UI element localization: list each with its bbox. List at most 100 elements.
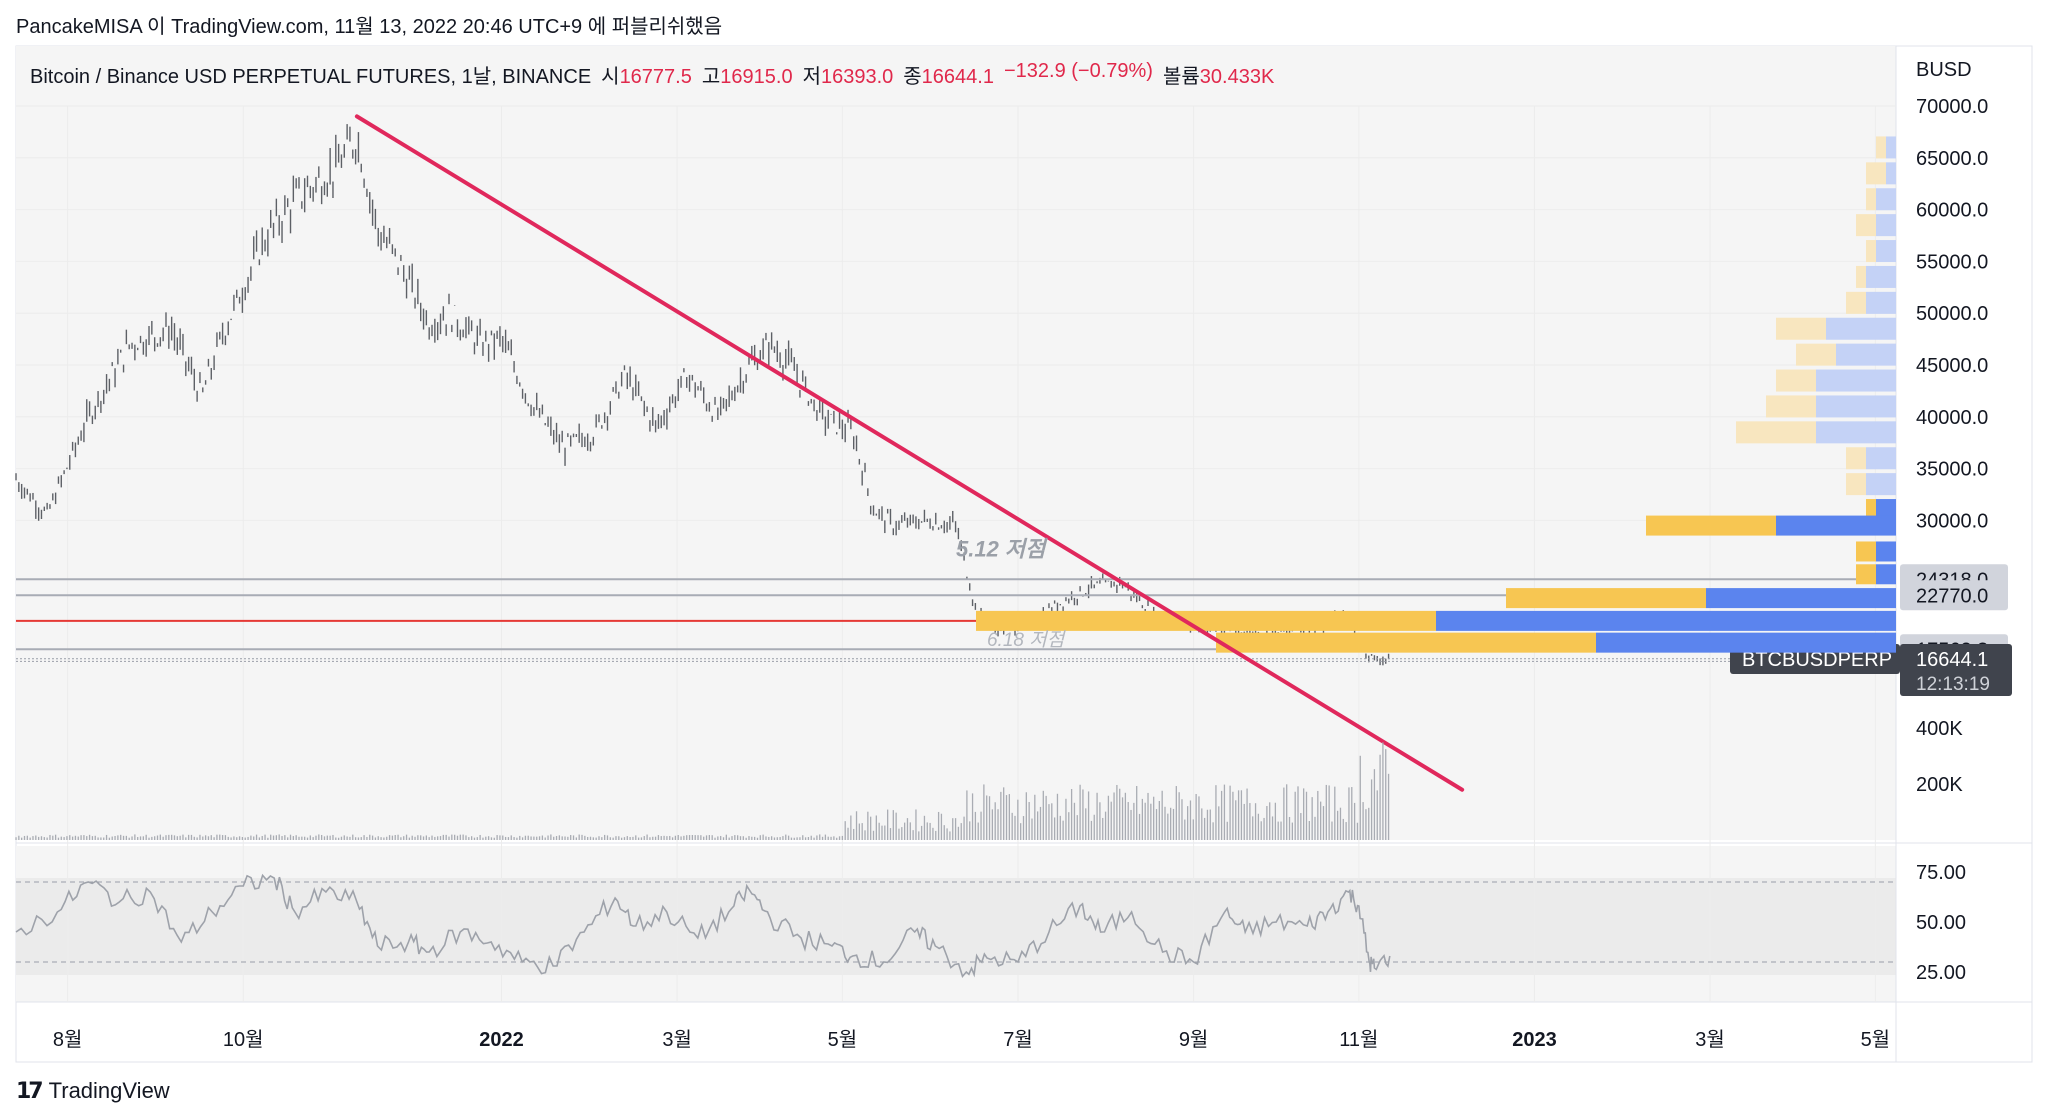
profile-bar-down bbox=[1866, 447, 1896, 470]
profile-bar-up bbox=[1846, 473, 1866, 496]
annotations: 5.12 저점 6.18 저점 bbox=[956, 537, 1067, 651]
price-tick-label: 70000.0 bbox=[1916, 96, 1988, 118]
time-tick-label: 9월 bbox=[1179, 1028, 1209, 1051]
profile-bar-down bbox=[1816, 369, 1896, 392]
profile-bar-up bbox=[1776, 369, 1816, 392]
volume-series bbox=[15, 742, 1390, 840]
price-tick-label: 35000.0 bbox=[1916, 459, 1988, 481]
profile-bar-down bbox=[1776, 515, 1896, 536]
profile-bar-up bbox=[1856, 265, 1866, 288]
trendline-group bbox=[354, 114, 1465, 792]
price-tick-label: 50000.0 bbox=[1916, 303, 1988, 325]
price-tick-label: 30000.0 bbox=[1916, 510, 1988, 532]
profile-bar-up bbox=[1646, 515, 1776, 536]
legend-open: 16777.5 bbox=[619, 66, 692, 88]
profile-bar-up bbox=[1796, 343, 1836, 366]
chart-legend: Bitcoin / Binance USD PERPETUAL FUTURES,… bbox=[30, 60, 1274, 89]
currency-label: BUSD bbox=[1916, 59, 1972, 81]
profile-bar-down bbox=[1596, 632, 1896, 653]
symbol-tag: BTCBUSDPERP bbox=[1742, 649, 1892, 671]
profile-bar-down bbox=[1876, 240, 1896, 263]
time-tick-label: 2022 bbox=[479, 1029, 524, 1051]
profile-bar-down bbox=[1876, 564, 1896, 585]
profile-bar-up bbox=[1866, 240, 1876, 263]
profile-bar-up bbox=[1846, 291, 1866, 314]
profile-bar-down bbox=[1876, 541, 1896, 562]
legend-volume-label: 볼륨 bbox=[1162, 66, 1200, 88]
legend-low: 16393.0 bbox=[820, 66, 894, 88]
legend-close: 16644.1 bbox=[921, 66, 994, 88]
profile-bar-up bbox=[1216, 632, 1596, 653]
profile-bar-up bbox=[1506, 588, 1706, 609]
profile-bar-down bbox=[1826, 317, 1896, 340]
profile-bar-up bbox=[1856, 541, 1876, 562]
profile-bar-up bbox=[976, 610, 1436, 631]
axis-labels: 70000.0 65000.0 60000.0 55000.0 50000.0 45000… bbox=[53, 59, 1988, 1051]
rsi-band-fill bbox=[16, 878, 1896, 975]
legend-high-label: 고 bbox=[701, 66, 721, 88]
profile-bar-down bbox=[1816, 421, 1896, 444]
profile-bar-down bbox=[1836, 343, 1896, 366]
volume-profile bbox=[976, 136, 1896, 653]
horizontal-levels: 24318.022770.017562.3BTCBUSDPERP16644.11… bbox=[16, 564, 2012, 696]
time-tick-label: 3월 bbox=[1695, 1028, 1725, 1051]
profile-bar-up bbox=[1876, 136, 1886, 159]
time-tick-label: 5월 bbox=[828, 1028, 858, 1051]
profile-bar-down bbox=[1886, 162, 1896, 185]
profile-bar-up bbox=[1846, 447, 1866, 470]
trendline bbox=[354, 114, 1465, 792]
grid-lines bbox=[16, 105, 1896, 1002]
profile-bar-down bbox=[1876, 214, 1896, 237]
rsi-tick-label: 25.00 bbox=[1916, 962, 1966, 984]
tradingview-logo-icon: 17 bbox=[16, 1078, 44, 1104]
rsi-series bbox=[15, 873, 1896, 979]
profile-bar-up bbox=[1866, 162, 1886, 185]
price-tick-label: 55000.0 bbox=[1916, 251, 1988, 273]
profile-bar-up bbox=[1766, 395, 1816, 418]
price-tick-label: 45000.0 bbox=[1916, 355, 1988, 377]
legend-high: 16915.0 bbox=[720, 66, 793, 88]
profile-bar-down bbox=[1866, 265, 1896, 288]
profile-bar-down bbox=[1706, 588, 1896, 609]
profile-bar-up bbox=[1856, 214, 1876, 237]
price-tag: 16644.1 bbox=[1916, 649, 1988, 671]
profile-bar-down bbox=[1876, 188, 1896, 211]
rsi-tick-label: 75.00 bbox=[1916, 862, 1966, 884]
time-tick-label: 11월 bbox=[1339, 1028, 1378, 1051]
volume-tick-label: 200K bbox=[1916, 774, 1963, 796]
profile-bar-down bbox=[1876, 499, 1896, 522]
time-tick-label: 8월 bbox=[53, 1028, 83, 1051]
tradingview-logo-text: TradingView bbox=[48, 1078, 170, 1103]
level-label-bg bbox=[1900, 580, 2008, 611]
legend-volume: 30.433K bbox=[1199, 66, 1275, 88]
profile-bar-down bbox=[1886, 136, 1896, 159]
profile-bar-down bbox=[1436, 610, 1896, 631]
rsi-line bbox=[15, 873, 1391, 979]
annotation-label: 5.12 저점 bbox=[956, 537, 1048, 562]
legend-symbol[interactable]: Bitcoin / Binance USD PERPETUAL FUTURES,… bbox=[30, 66, 592, 88]
profile-bar-up bbox=[1776, 317, 1826, 340]
annotation-label: 6.18 저점 bbox=[987, 630, 1067, 651]
legend-open-label: 시 bbox=[601, 66, 620, 88]
profile-bar-up bbox=[1856, 564, 1876, 585]
legend-close-label: 종 bbox=[903, 66, 922, 88]
profile-bar-up bbox=[1736, 421, 1816, 444]
time-tick-label: 5월 bbox=[1861, 1028, 1891, 1051]
price-tick-label: 65000.0 bbox=[1916, 148, 1988, 170]
price-tag-bg bbox=[1900, 644, 2012, 696]
chart-canvas[interactable]: 24318.022770.017562.3BTCBUSDPERP16644.11… bbox=[0, 0, 2048, 1080]
profile-bar-down bbox=[1866, 291, 1896, 314]
tradingview-logo[interactable]: 17 TradingView bbox=[16, 1078, 170, 1104]
price-tick-label: 40000.0 bbox=[1916, 407, 1988, 429]
rsi-tick-label: 50.00 bbox=[1916, 912, 1966, 934]
level-label: 22770.0 bbox=[1916, 585, 1988, 607]
profile-bar-down bbox=[1816, 395, 1896, 418]
profile-bar-up bbox=[1866, 499, 1876, 522]
legend-change: −132.9 (−0.79%) bbox=[1003, 60, 1153, 82]
profile-bar-up bbox=[1866, 188, 1876, 211]
countdown-tag: 12:13:19 bbox=[1916, 674, 1990, 695]
legend-low-label: 저 bbox=[802, 66, 821, 88]
profile-bar-down bbox=[1866, 473, 1896, 496]
publisher-caption: PancakeMISA 이 TradingView.com, 11월 13, 2… bbox=[16, 16, 723, 38]
time-tick-label: 2023 bbox=[1512, 1029, 1557, 1051]
